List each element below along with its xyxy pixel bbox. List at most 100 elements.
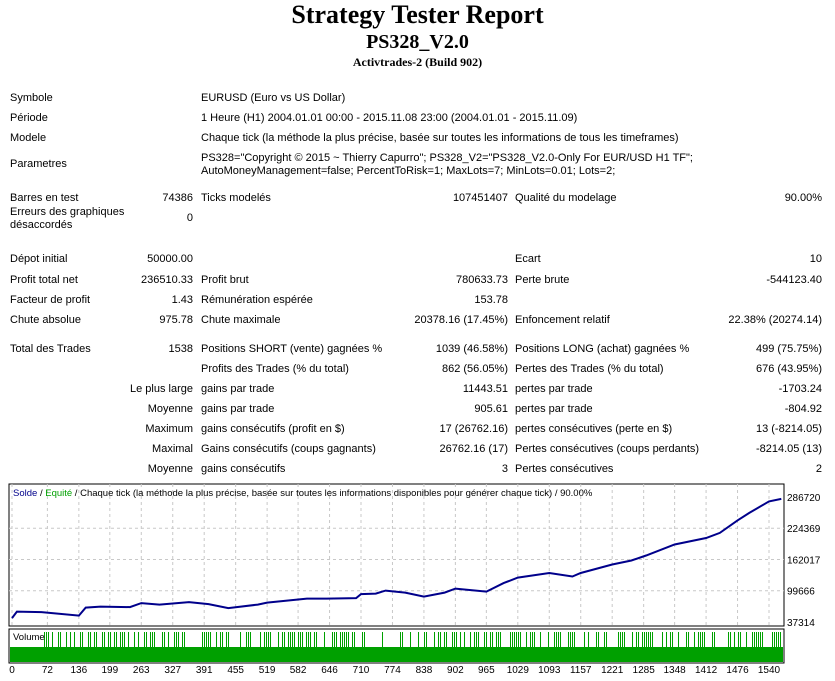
- volume-bar: [694, 632, 695, 648]
- report-title: Strategy Tester Report: [291, 0, 544, 29]
- volume-bar: [124, 632, 125, 648]
- volume-bar: [344, 632, 345, 648]
- info-value: EURUSD (Euro vs US Dollar): [201, 92, 346, 104]
- volume-bar: [662, 632, 663, 648]
- volume-bar: [476, 632, 477, 648]
- volume-bar: [294, 632, 295, 648]
- stat-label-2: Profit brut: [201, 274, 249, 286]
- stats-row: Barres en test 74386 Ticks modelés 10745140…: [0, 192, 835, 212]
- volume-base: [10, 647, 783, 662]
- volume-bar: [572, 632, 573, 648]
- y-tick-label: 286720: [787, 493, 821, 504]
- stat-value-2: 11443.51: [462, 383, 508, 395]
- stats-row: Total des Trades 1538 Positions SHORT (ven…: [0, 343, 835, 363]
- volume-bar: [122, 632, 123, 648]
- stat-value-3: -8214.05 (13): [755, 443, 822, 455]
- volume-bar: [686, 632, 687, 648]
- stat-label-2: gains par trade: [201, 383, 275, 395]
- stat-label: Facteur de profit: [10, 294, 91, 306]
- info-row: Modele Chaque tick (la méthode la plus pr…: [0, 132, 835, 152]
- balance-line: [11, 497, 782, 619]
- volume-bar: [738, 632, 739, 648]
- volume-bar: [456, 632, 457, 648]
- volume-bar: [478, 632, 479, 648]
- stat-label-3: Positions LONG (achat) gagnées %: [515, 343, 690, 355]
- x-tick-label: 838: [416, 665, 433, 676]
- volume-bar: [382, 632, 383, 648]
- volume-bar: [44, 632, 45, 648]
- volume-bar: [60, 632, 61, 648]
- volume-bar: [298, 632, 299, 648]
- volume-bar: [712, 632, 713, 648]
- volume-bar: [80, 632, 81, 648]
- stats-row: Maximum gains consécutifs (profit en $) 17…: [0, 423, 835, 443]
- stat-label-2: gains par trade: [201, 403, 275, 415]
- x-tick-label: 327: [164, 665, 181, 676]
- volume-bar: [240, 632, 241, 648]
- stat-value: 236510.33: [141, 274, 193, 286]
- volume-bar: [548, 632, 549, 648]
- stat-value-3: -804.92: [784, 403, 822, 415]
- stat-label-2: gains consécutifs (profit en $): [201, 423, 345, 435]
- x-tick-label: 199: [101, 665, 118, 676]
- stat-value-2: 26762.16 (17): [439, 443, 509, 455]
- stats-row: Profit total net 236510.33 Profit brut 7806…: [0, 274, 835, 294]
- volume-bar: [168, 632, 169, 648]
- volume-bar: [94, 632, 95, 648]
- stat-label-3: Enfoncement relatif: [515, 314, 610, 326]
- volume-bar: [570, 632, 571, 648]
- volume-bar: [606, 632, 607, 648]
- volume-bar: [424, 632, 425, 648]
- volume-bar: [228, 632, 229, 648]
- volume-bar: [410, 632, 411, 648]
- y-tick-label: 37314: [787, 618, 815, 629]
- stat-value: 975.78: [159, 314, 193, 326]
- stat-value: Maximum: [145, 423, 193, 435]
- volume-bar: [622, 632, 623, 648]
- volume-bar: [88, 632, 89, 648]
- volume-bar: [154, 632, 155, 648]
- stat-value-2: 107451407: [452, 192, 508, 204]
- volume-bar: [248, 632, 249, 648]
- volume-bar: [746, 632, 747, 648]
- volume-bar: [74, 632, 75, 648]
- x-tick-label: 710: [353, 665, 370, 676]
- volume-bar: [204, 632, 205, 648]
- volume-bar: [206, 632, 207, 648]
- x-tick-label: 455: [227, 665, 244, 676]
- volume-bar: [568, 632, 569, 648]
- y-tick-label: 162017: [787, 556, 821, 567]
- volume-bar: [510, 632, 511, 648]
- info-value-2: AutoMoneyManagement=false; PercentToRisk…: [201, 165, 616, 177]
- volume-bar: [114, 632, 115, 648]
- x-tick-label: 391: [196, 665, 213, 676]
- stat-label: Total des Trades: [10, 343, 91, 355]
- stat-label-2: gains consécutifs: [201, 463, 286, 475]
- volume-bar: [354, 632, 355, 648]
- volume-bar: [474, 632, 475, 648]
- volume-bar: [438, 632, 439, 648]
- volume-bar: [250, 632, 251, 648]
- volume-bar: [574, 632, 575, 648]
- volume-bar: [558, 632, 559, 648]
- volume-bar: [324, 632, 325, 648]
- volume-bar: [440, 632, 441, 648]
- volume-bar: [314, 632, 315, 648]
- volume-bar: [490, 632, 491, 648]
- info-label: Période: [10, 112, 48, 124]
- volume-bar: [728, 632, 729, 648]
- volume-bar: [526, 632, 527, 648]
- volume-bar: [104, 632, 105, 648]
- volume-bar: [284, 632, 285, 648]
- volume-bar: [734, 632, 735, 648]
- x-tick-label: 902: [447, 665, 464, 676]
- volume-bar: [512, 632, 513, 648]
- volume-bar: [518, 632, 519, 648]
- volume-bar: [110, 632, 111, 648]
- volume-bar: [620, 632, 621, 648]
- volume-bar: [48, 632, 49, 648]
- volume-bar: [598, 632, 599, 648]
- server-name: Activtrades-2 (Build 902): [352, 55, 483, 69]
- volume-bar: [162, 632, 163, 648]
- volume-bar: [352, 632, 353, 648]
